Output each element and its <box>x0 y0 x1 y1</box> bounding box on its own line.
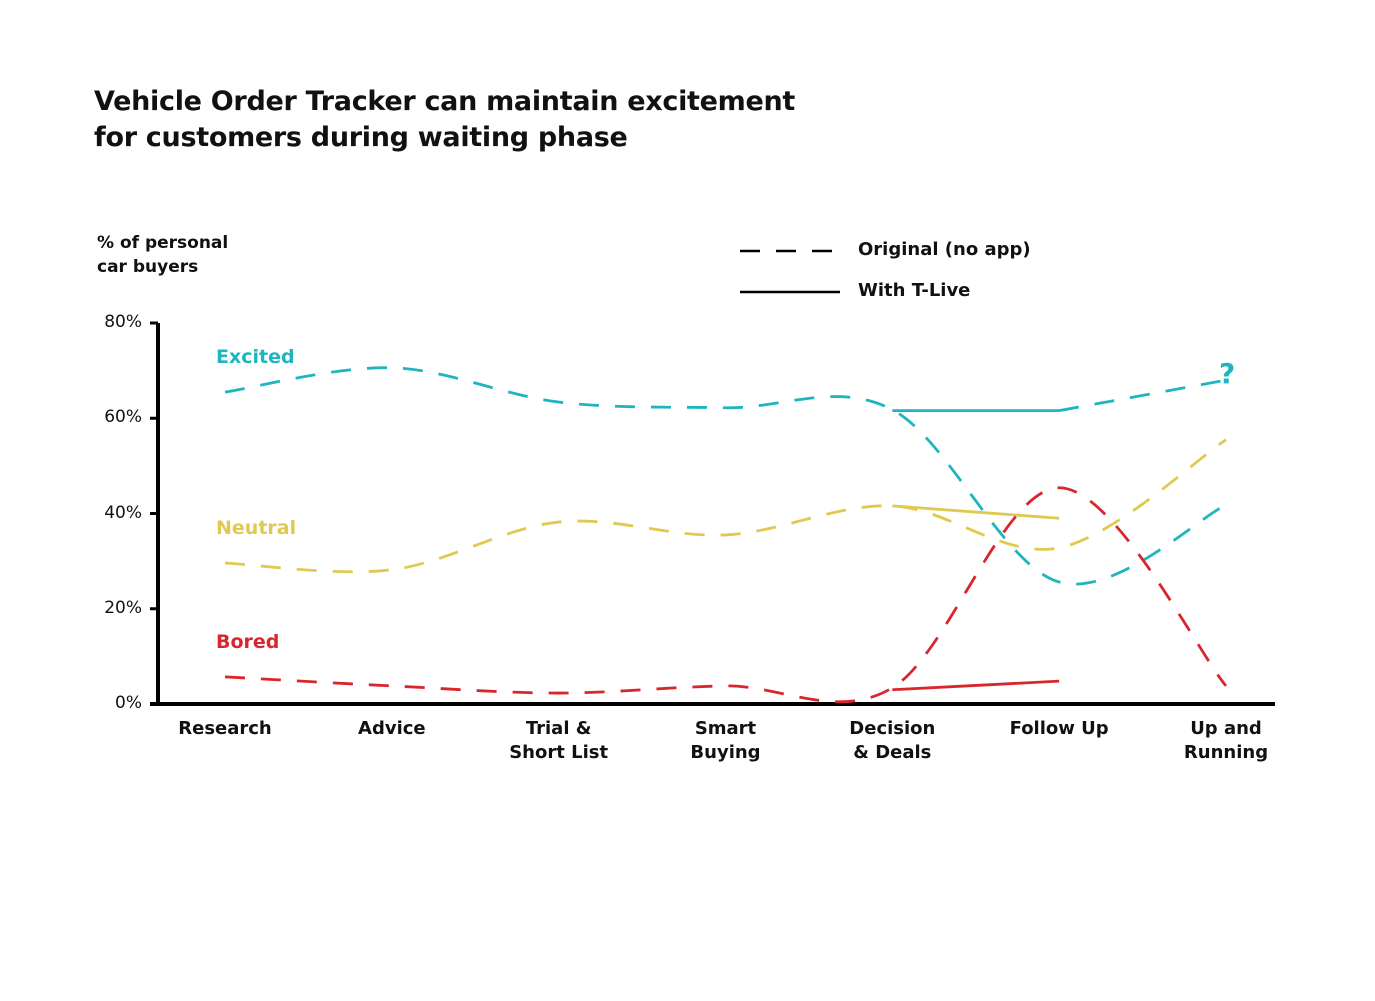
x-tick-label: Decision & Deals <box>849 718 936 763</box>
y-tick-label: 40% <box>104 502 142 523</box>
line-original <box>224 486 1228 704</box>
y-tick-label: 20% <box>104 597 142 618</box>
annotation: ? <box>1219 356 1236 390</box>
x-tick-label: Trial & Short List <box>509 718 609 763</box>
y-tick-label: 0% <box>115 693 142 713</box>
series-label: Excited <box>216 346 295 369</box>
line-t-live <box>892 504 1060 520</box>
y-tick-label: 60% <box>104 407 142 428</box>
series-label: Neutral <box>216 517 297 540</box>
chart-title: Vehicle Order Tracker can maintain excit… <box>94 86 796 153</box>
x-tick-label: Smart Buying <box>690 718 761 763</box>
line-original <box>224 366 1227 586</box>
legend-label: Original (no app) <box>858 239 1031 260</box>
series-label: Bored <box>216 630 280 653</box>
x-tick-label: Up and Running <box>1183 718 1269 763</box>
x-tick-label: Research <box>178 718 272 739</box>
legend-label: With T-Live <box>858 280 971 301</box>
y-axis-label: % of personal car buyers <box>97 233 229 277</box>
x-tick-label: Follow Up <box>1009 718 1109 739</box>
x-tick-label: Advice <box>358 718 426 739</box>
y-tick-label: 80% <box>104 312 142 332</box>
line-t-live-projection <box>1058 378 1227 413</box>
line-t-live <box>892 679 1060 692</box>
line-original <box>224 438 1227 574</box>
